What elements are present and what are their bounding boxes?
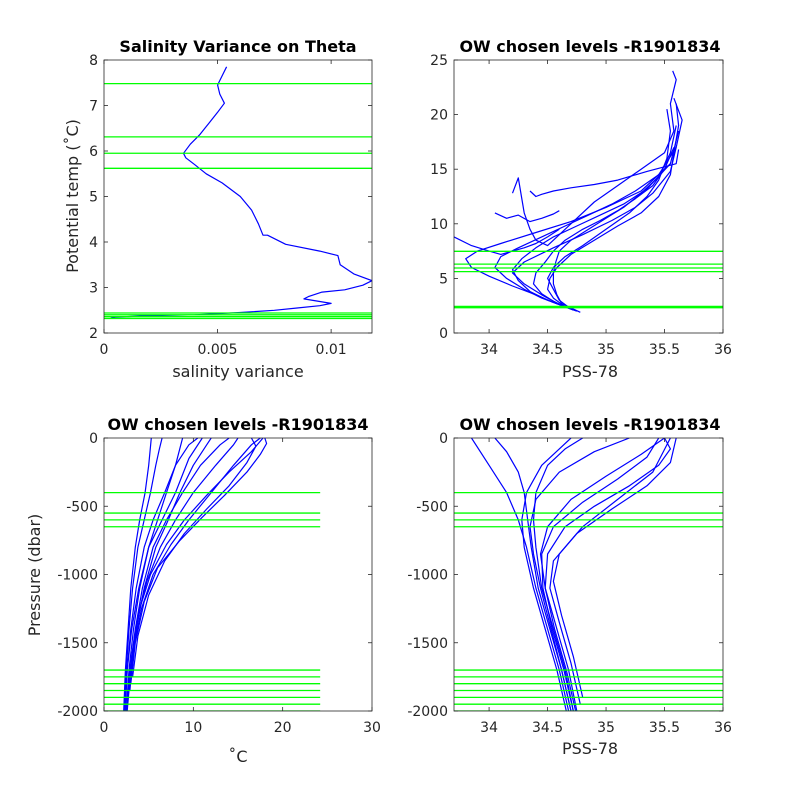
y-axis-label: Pressure (dbar) xyxy=(25,514,44,637)
x-tick-label: 36 xyxy=(714,342,732,358)
profile-line xyxy=(465,163,671,310)
x-tick-label: 35 xyxy=(597,720,615,736)
y-tick-label: -1000 xyxy=(407,568,448,584)
x-axis-label: salinity variance xyxy=(172,362,303,381)
profile-line xyxy=(546,109,672,310)
profile-line xyxy=(521,438,572,711)
profile-line xyxy=(549,438,677,705)
x-tick-label: 34.5 xyxy=(532,342,563,358)
profile-line xyxy=(494,147,677,311)
profile-line xyxy=(125,438,230,711)
axes-box xyxy=(103,59,373,334)
y-tick-label: -2000 xyxy=(57,704,98,720)
x-tick-label: 35 xyxy=(597,342,615,358)
profile-line xyxy=(123,438,152,711)
y-tick-label: 0 xyxy=(439,431,448,447)
y-tick-label: -500 xyxy=(66,499,98,515)
x-axis-label: PSS-78 xyxy=(562,362,618,381)
tick-labels: 0 0.005 0.01 2 3 4 5 6 7 8 xyxy=(89,53,372,358)
y-axis-label: Potential temp (˚C) xyxy=(63,119,82,273)
tick-labels: 34 34.5 35 35.5 36 0 5 10 15 20 25 xyxy=(430,53,732,358)
x-tick-label: 10 xyxy=(184,720,202,736)
profile-line xyxy=(132,438,257,677)
profile-line xyxy=(470,438,570,711)
x-tick-label: 35.5 xyxy=(649,720,680,736)
tick-labels: 0 10 20 30 -2000 -1500 -1000 -500 0 xyxy=(57,431,381,736)
profile-line xyxy=(511,130,680,309)
y-tick-label: 0 xyxy=(89,431,98,447)
plot-area xyxy=(454,438,723,711)
y-tick-label: 20 xyxy=(430,108,448,124)
y-tick-label: 5 xyxy=(89,190,98,206)
axes-box xyxy=(453,59,724,334)
y-tick-label: 15 xyxy=(430,162,448,178)
y-tick-label: 8 xyxy=(89,53,98,69)
x-tick-label: 0.01 xyxy=(316,342,347,358)
profile-line xyxy=(123,438,203,711)
y-tick-label: 7 xyxy=(89,99,98,115)
salinity-variance-panel: 0 0.005 0.01 2 3 4 5 6 7 8 Salinity Variance on T… xyxy=(63,37,373,381)
theta-salinity-panel: 34 34.5 35 35.5 36 0 5 10 15 20 25 OW chosen level… xyxy=(430,37,732,381)
x-tick-label: 0 xyxy=(100,342,109,358)
x-tick-label: 0 xyxy=(100,720,109,736)
profile-line xyxy=(123,438,163,711)
temperature-pressure-panel: 0 10 20 30 -2000 -1500 -1000 -500 0 OW chosen le… xyxy=(25,415,381,766)
y-tick-label: 6 xyxy=(89,144,98,160)
profile-line xyxy=(494,210,560,223)
plot-area xyxy=(104,66,372,320)
profile-line xyxy=(130,438,268,684)
panel-title: Salinity Variance on Theta xyxy=(119,37,356,56)
y-tick-label: 3 xyxy=(89,281,98,297)
plot-area xyxy=(454,70,723,313)
y-tick-label: -500 xyxy=(416,499,448,515)
y-tick-label: 10 xyxy=(430,217,448,233)
panel-title: OW chosen levels -R1901834 xyxy=(107,415,368,434)
y-tick-label: 4 xyxy=(89,235,98,251)
x-tick-label: 34.5 xyxy=(532,720,563,736)
profile-line xyxy=(529,149,680,198)
y-tick-label: -1500 xyxy=(57,636,98,652)
plot-area xyxy=(104,438,321,711)
x-tick-label: 34 xyxy=(480,342,498,358)
y-tick-label: 5 xyxy=(439,271,448,287)
y-tick-label: 0 xyxy=(439,326,448,342)
profile-line xyxy=(110,66,372,319)
y-tick-label: -2000 xyxy=(407,704,448,720)
x-tick-label: 30 xyxy=(363,720,381,736)
panel-title: OW chosen levels -R1901834 xyxy=(459,415,720,434)
y-tick-label: 25 xyxy=(430,53,448,69)
profile-line xyxy=(539,438,665,711)
x-tick-label: 20 xyxy=(274,720,292,736)
x-tick-label: 34 xyxy=(480,720,498,736)
profile-line xyxy=(128,438,261,691)
profile-line xyxy=(129,438,264,691)
x-tick-label: 0.005 xyxy=(198,342,238,358)
profile-line xyxy=(511,97,683,307)
x-axis-label: ˚C xyxy=(228,747,247,766)
x-axis-label: PSS-78 xyxy=(562,739,618,758)
profile-line xyxy=(546,103,680,308)
x-tick-label: 35.5 xyxy=(649,342,680,358)
profile-line xyxy=(511,70,677,247)
y-tick-label: -1500 xyxy=(407,636,448,652)
profile-line xyxy=(552,438,671,698)
y-tick-label: -1000 xyxy=(57,568,98,584)
profile-line xyxy=(529,438,630,711)
profile-line xyxy=(541,438,660,711)
x-tick-label: 36 xyxy=(714,720,732,736)
salinity-pressure-panel: 34 34.5 35 35.5 36 -2000 -1500 -1000 -500 0 OW ch… xyxy=(407,415,732,758)
y-tick-label: 2 xyxy=(89,326,98,342)
profile-line xyxy=(532,438,584,711)
panel-title: OW chosen levels -R1901834 xyxy=(459,37,720,56)
tick-labels: 34 34.5 35 35.5 36 -2000 -1500 -1000 -500 0 xyxy=(407,431,732,736)
